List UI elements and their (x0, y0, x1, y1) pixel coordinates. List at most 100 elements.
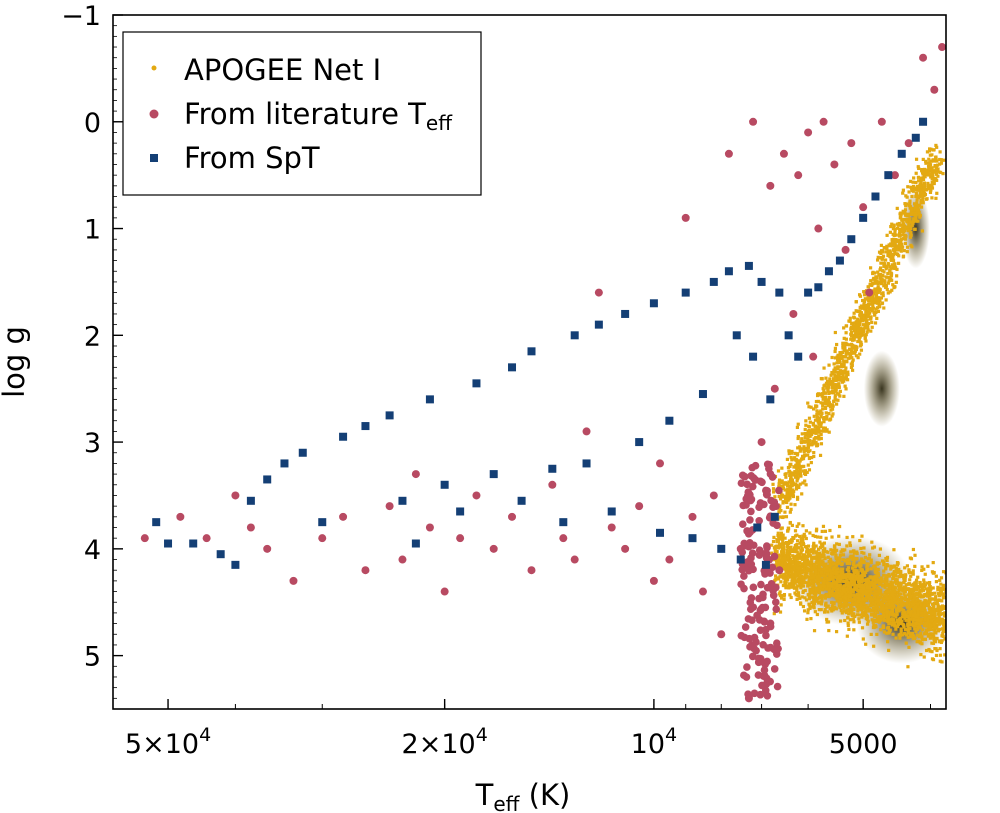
apogee-point (909, 574, 913, 578)
apogee-point (883, 585, 887, 589)
apogee-point (801, 590, 805, 595)
apogee-point (908, 578, 912, 582)
apogee-point (825, 620, 829, 624)
apogee-point (826, 385, 831, 389)
apogee-point (803, 545, 808, 549)
apogee-point (802, 447, 806, 451)
legend-marker-spt (150, 154, 158, 162)
apogee-point (928, 190, 933, 195)
apogee-point (920, 601, 924, 605)
apogee-point (871, 546, 875, 550)
apogee-point (869, 307, 873, 311)
apogee-point (876, 602, 880, 606)
apogee-point (885, 593, 889, 597)
apogee-point (813, 610, 817, 614)
apogee-point (872, 593, 877, 598)
literature-point (744, 690, 752, 698)
apogee-point (902, 249, 906, 253)
apogee-point (890, 278, 894, 282)
literature-point (761, 603, 770, 612)
apogee-point (865, 319, 869, 323)
apogee-point (775, 576, 780, 580)
apogee-point (842, 394, 846, 398)
apogee-point (789, 558, 793, 562)
apogee-point (941, 622, 946, 626)
apogee-point (910, 631, 915, 636)
apogee-point (871, 620, 875, 624)
apogee-point (920, 595, 924, 599)
apogee-point (869, 632, 873, 636)
apogee-point (861, 592, 865, 596)
apogee-point (814, 566, 818, 570)
apogee-point (921, 195, 925, 200)
apogee-point (809, 460, 813, 465)
apogee-point (795, 467, 799, 471)
apogee-point (822, 429, 826, 433)
apogee-point (895, 590, 899, 594)
apogee-point (779, 574, 783, 578)
apogee-point (795, 586, 799, 590)
apogee-point (866, 312, 870, 316)
literature-point (759, 672, 768, 680)
apogee-point (789, 493, 793, 497)
apogee-point (824, 381, 829, 385)
apogee-point (895, 624, 900, 629)
apogee-point (899, 569, 903, 574)
apogee-point (815, 576, 819, 580)
apogee-point (817, 571, 821, 576)
apogee-point (931, 611, 935, 615)
apogee-point (865, 622, 870, 626)
apogee-point (830, 403, 835, 407)
apogee-point (825, 565, 829, 569)
apogee-point (848, 572, 852, 577)
apogee-point (808, 420, 812, 424)
apogee-point (844, 331, 848, 335)
apogee-point (838, 553, 842, 557)
apogee-point (874, 598, 879, 603)
apogee-point (785, 505, 790, 509)
apogee-point (862, 551, 866, 555)
apogee-point (918, 213, 922, 218)
apogee-point (885, 244, 889, 248)
apogee-point (829, 390, 833, 394)
apogee-point (822, 541, 826, 545)
apogee-point (828, 405, 832, 409)
apogee-point (796, 562, 800, 567)
apogee-point (786, 526, 790, 530)
apogee-point (821, 551, 825, 555)
apogee-point (783, 577, 788, 581)
apogee-point (822, 574, 826, 578)
apogee-point (891, 253, 896, 257)
apogee-point (949, 582, 952, 585)
apogee-point (895, 226, 900, 230)
apogee-point (858, 561, 862, 565)
spt-point (794, 352, 803, 361)
apogee-point (935, 601, 939, 606)
apogee-point (889, 274, 893, 278)
apogee-point (842, 600, 846, 604)
literature-point (202, 534, 211, 543)
legend-label-spt: From SpT (184, 141, 320, 175)
apogee-point (927, 168, 931, 172)
apogee-point (910, 245, 914, 249)
apogee-point (927, 157, 931, 161)
apogee-point (908, 201, 912, 205)
apogee-point (809, 405, 813, 409)
apogee-point (885, 590, 889, 594)
apogee-point (849, 604, 853, 608)
apogee-point (802, 464, 806, 468)
apogee-point (812, 606, 816, 610)
apogee-point (941, 632, 945, 636)
apogee-point (925, 600, 929, 604)
apogee-point (930, 176, 934, 181)
apogee-point (891, 574, 895, 578)
apogee-point (852, 556, 856, 561)
spt-point (527, 347, 536, 356)
apogee-point (885, 606, 889, 610)
apogee-point (799, 548, 804, 552)
apogee-point (790, 548, 794, 552)
apogee-point (784, 541, 789, 545)
apogee-point (821, 563, 825, 567)
apogee-point (866, 328, 870, 332)
apogee-point (927, 616, 932, 620)
